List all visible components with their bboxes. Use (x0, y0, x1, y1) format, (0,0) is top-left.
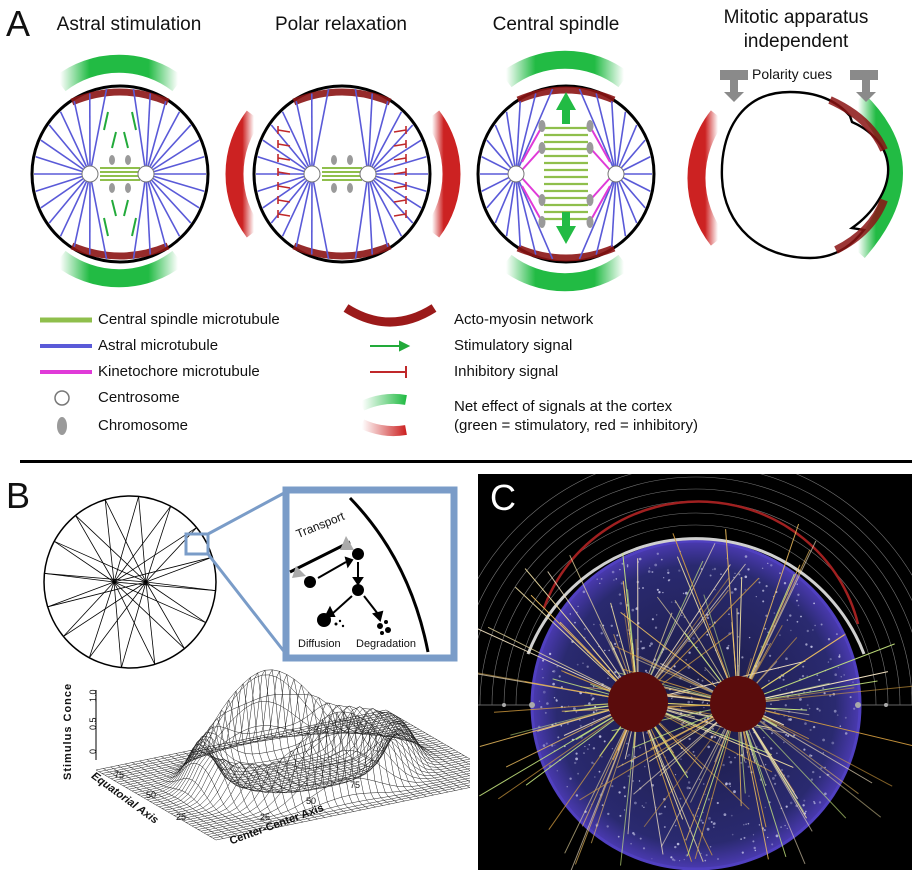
section-divider (20, 460, 912, 463)
legend-stimulatory: Stimulatory signal (454, 337, 573, 354)
legend-astral: Astral microtubule (98, 337, 219, 354)
panel-a-letter: A (6, 3, 31, 44)
surface-z-label: Stimulus Conce (62, 682, 74, 780)
surface-z-tick-1: 0.5 (88, 717, 98, 730)
swatch-net-red (359, 419, 407, 437)
swatch-chromosome (57, 417, 67, 435)
swatch-actomyosin (343, 304, 437, 327)
swatch-centrosome (54, 390, 70, 406)
legend-chromosome: Chromosome (98, 417, 189, 434)
surface-y-tick-2: 25 (176, 812, 187, 822)
panel-c-simulation: C (478, 474, 912, 870)
title-polar-relaxation: Polar relaxation (274, 14, 408, 35)
title-astral-stimulation: Astral stimulation (56, 14, 202, 35)
legend-net-effect: Net effect of signals at the cortex (454, 398, 673, 415)
panel-a-diagrams (30, 50, 903, 292)
simulation-render (478, 474, 912, 870)
surface-z-tick-0: 0 (88, 748, 98, 754)
swatch-net-green (359, 393, 407, 411)
surface-y-tick-0: 75 (114, 770, 125, 780)
panel-c-letter: C (490, 477, 516, 518)
surface-x-tick-1: 50 (306, 796, 317, 806)
title-mitotic-apparatus-independent: Mitotic apparatus independent (723, 7, 869, 52)
stimulus-surface-plot (95, 669, 470, 841)
legend-central-spindle: Central spindle microtubule (98, 311, 280, 328)
surface-x-tick-2: 75 (350, 780, 361, 790)
legend-centrosome: Centrosome (98, 389, 180, 406)
surface-z-tick-2: 1.0 (88, 689, 98, 702)
surface-x-tick-0: 25 (260, 812, 271, 822)
cell-astral-stimulation (30, 54, 210, 288)
title-central-spindle: Central spindle (492, 14, 620, 35)
swatch-stimulatory (370, 340, 411, 352)
surface-y-tick-1: 50 (146, 790, 157, 800)
cell-central-spindle (476, 50, 656, 292)
legend-right-swatches (343, 304, 437, 437)
cell-mitotic-independent (687, 70, 903, 260)
legend-inhibitory: Inhibitory signal (454, 363, 559, 380)
inset-diffusion-label: Diffusion (298, 638, 341, 650)
panel-b-diagram (43, 486, 470, 841)
inset-box (282, 486, 458, 662)
inset-degradation-label: Degradation (356, 638, 416, 650)
legend-actomyosin: Acto-myosin network (454, 311, 594, 328)
panel-b-letter: B (6, 475, 31, 516)
legend-left-swatches (40, 317, 92, 435)
cell-polar-relaxation (225, 84, 461, 264)
aster-circle (43, 495, 217, 669)
legend-net-effect-key: (green = stimulatory, red = inhibitory) (454, 417, 698, 434)
legend-kinetochore: Kinetochore microtubule (98, 363, 260, 380)
polarity-cues-label: Polarity cues (752, 66, 833, 82)
swatch-inhibitory (370, 366, 407, 378)
